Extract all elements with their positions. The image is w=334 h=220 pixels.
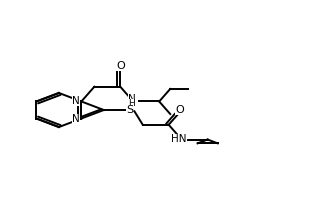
Text: H: H [128,99,135,108]
Text: HN: HN [171,134,186,144]
Text: S: S [126,105,133,115]
Text: N: N [72,96,79,106]
Text: N: N [128,94,136,104]
Text: O: O [116,61,125,71]
Text: N: N [72,114,79,124]
Text: O: O [175,106,184,116]
